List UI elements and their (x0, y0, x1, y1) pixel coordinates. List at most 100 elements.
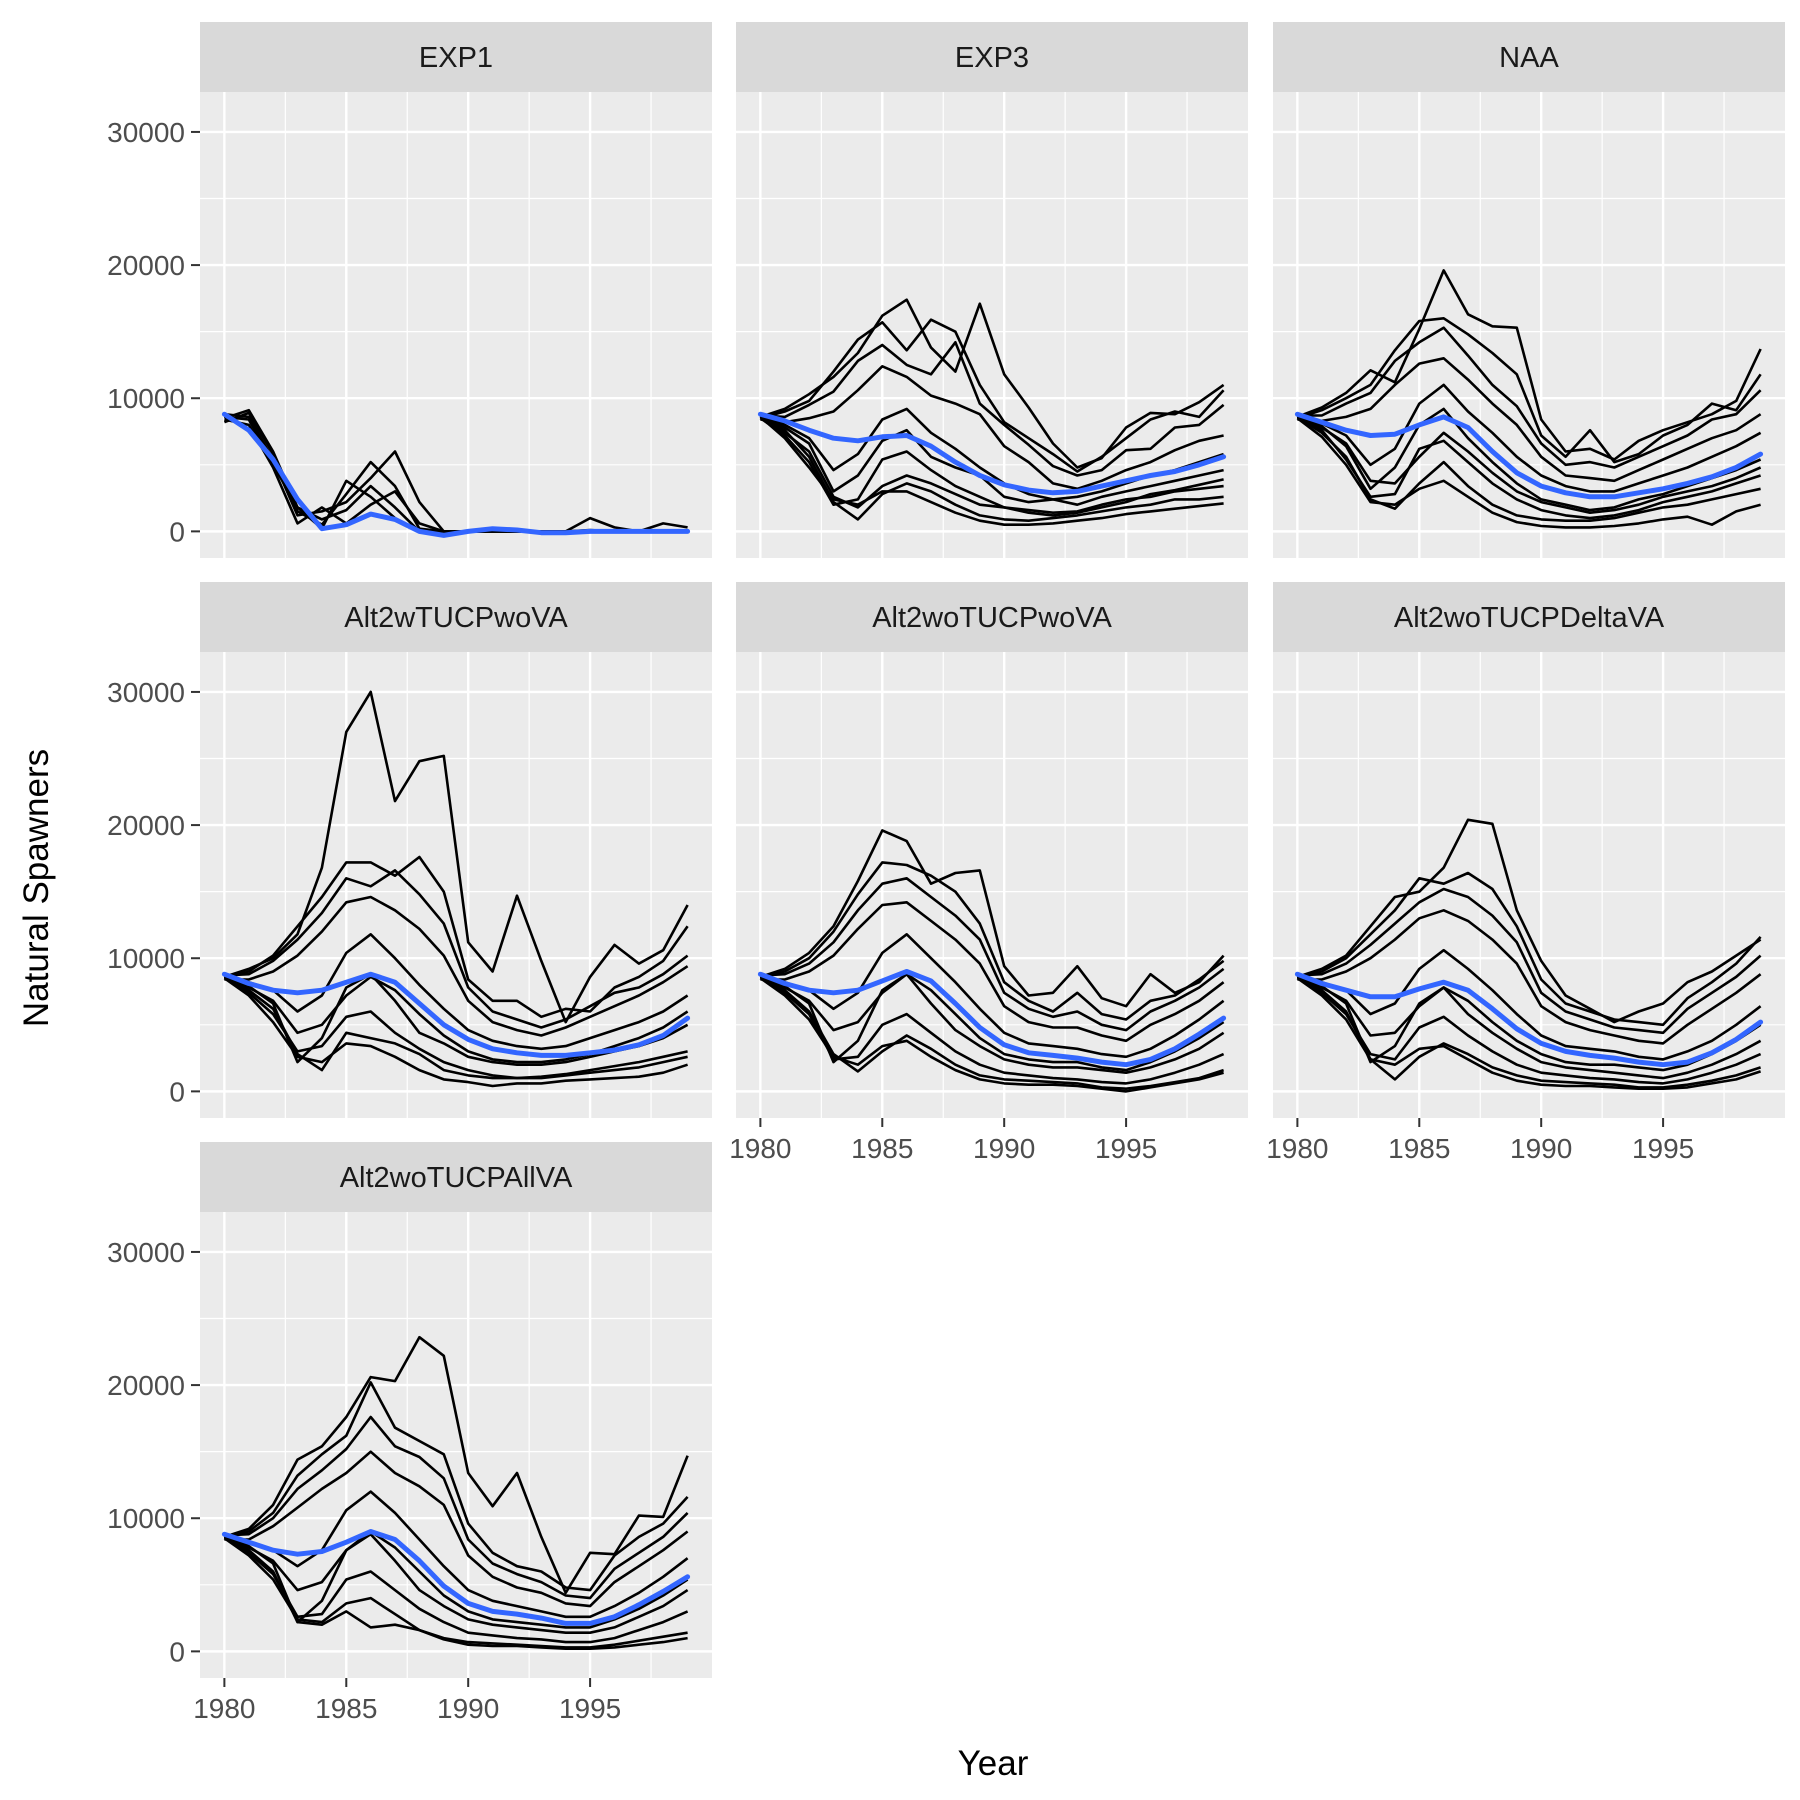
facet-panel: Alt2wTUCPwoVA 0 10000 20000 30000 (107, 582, 712, 1118)
simulation-trace (1296, 977, 1762, 1090)
y-tick-label: 10000 (107, 1503, 185, 1534)
simulation-trace (223, 1530, 689, 1629)
trace-group (221, 690, 691, 1088)
trace-group (1294, 818, 1764, 1090)
y-axis-title: Natural Spawners (17, 749, 56, 1027)
smooth-trend-line (757, 969, 1227, 1068)
y-tick-label: 0 (169, 1636, 185, 1667)
smooth-trend-line (221, 1529, 691, 1626)
simulation-trace (1296, 269, 1762, 461)
simulation-trace (224, 895, 689, 1037)
facet-strip (736, 22, 1248, 92)
simulation-trace (1296, 974, 1762, 1085)
simulation-trace (1297, 909, 1762, 1045)
simulation-trace (223, 1335, 689, 1595)
simulation-trace (223, 974, 688, 1080)
simulation-trace (759, 972, 1225, 1072)
trace-group (757, 298, 1227, 526)
simulation-trace (760, 861, 1225, 1021)
simulation-trace (759, 298, 1225, 469)
smooth-trend-line (1294, 971, 1764, 1068)
simulation-trace (1296, 407, 1762, 512)
simulation-trace (1296, 383, 1762, 493)
x-tick-label: 1985 (315, 1693, 377, 1724)
trace-group (757, 829, 1227, 1093)
simulation-trace (224, 855, 689, 1019)
smooth-trend-line (221, 411, 691, 538)
y-tick-label: 20000 (107, 1370, 185, 1401)
simulation-trace (224, 1381, 689, 1592)
simulation-trace (223, 1535, 688, 1649)
facet-panel: EXP1 0 10000 20000 30000 (107, 22, 712, 558)
simulation-trace (759, 829, 1225, 1008)
facet-panel: Alt2woTUCPAllVA 0 10000 20000 30000 1980 1985 1… (107, 1142, 712, 1724)
simulation-trace (759, 417, 1224, 517)
simulation-trace (1296, 975, 1762, 1089)
trace-group (221, 1335, 691, 1650)
x-tick-label: 1995 (1095, 1133, 1157, 1164)
simulation-trace (759, 933, 1225, 1059)
y-tick-label: 10000 (107, 943, 185, 974)
simulation-trace (760, 318, 1225, 473)
simulation-trace (224, 869, 689, 1029)
smooth-trend-line (1294, 411, 1764, 500)
simulation-trace (760, 901, 1225, 1043)
facet-strip (200, 22, 712, 92)
facet-strip (200, 1142, 712, 1212)
simulation-trace (1297, 871, 1762, 1027)
simulation-trace (759, 413, 1224, 506)
facet-panel: Alt2woTUCPwoVA 1980 1985 1990 1995 (729, 582, 1248, 1164)
facet-strip (736, 582, 1248, 652)
simulation-trace (1296, 414, 1762, 520)
y-tick-label: 20000 (107, 250, 185, 281)
simulation-trace (1296, 948, 1762, 1061)
facet-strip-label: Alt2woTUCPwoVA (872, 602, 1112, 634)
simulation-trace (1296, 317, 1762, 464)
simulation-trace (223, 1490, 689, 1619)
x-tick-label: 1990 (1510, 1133, 1572, 1164)
y-tick-label: 20000 (107, 810, 185, 841)
facet-strip-label: Alt2woTUCPAllVA (340, 1162, 573, 1194)
simulation-trace (760, 877, 1225, 1032)
y-tick-label: 10000 (107, 383, 185, 414)
simulation-trace (223, 1537, 688, 1650)
smooth-trend-line (757, 411, 1227, 496)
y-tick-label: 30000 (107, 1237, 185, 1268)
simulation-trace (224, 1450, 689, 1608)
y-tick-label: 0 (169, 1076, 185, 1107)
panel-background (200, 92, 712, 558)
smooth-trend-line (221, 971, 691, 1058)
x-tick-label: 1985 (1388, 1133, 1450, 1164)
x-tick-label: 1990 (973, 1133, 1035, 1164)
simulation-trace (760, 365, 1224, 491)
simulation-trace (1296, 975, 1762, 1072)
simulation-trace (1296, 415, 1761, 522)
panel-background (736, 92, 1248, 558)
simulation-trace (759, 415, 1224, 514)
facet-panel: Alt2woTUCPDeltaVA 1980 1985 1990 1995 (1266, 582, 1785, 1164)
x-tick-label: 1980 (1266, 1133, 1328, 1164)
facet-strip (200, 582, 712, 652)
facet-strip-label: Alt2woTUCPDeltaVA (1394, 602, 1665, 634)
facet-panels: EXP1 0 10000 20000 30000 EXP3 NAA Alt2wTUCPwoVA… (107, 22, 1785, 1724)
facet-strip-label: EXP3 (955, 42, 1029, 74)
y-tick-label: 30000 (107, 677, 185, 708)
x-tick-label: 1985 (851, 1133, 913, 1164)
facet-strip (1273, 22, 1785, 92)
simulation-trace (223, 1534, 689, 1644)
simulation-trace (1297, 887, 1762, 1035)
facet-strip-label: Alt2wTUCPwoVA (344, 602, 568, 634)
simulation-trace (759, 415, 1224, 526)
facet-strip-label: NAA (1499, 42, 1559, 74)
x-axis-title: Year (958, 1744, 1029, 1783)
facet-strip-label: EXP1 (419, 42, 493, 74)
simulation-trace (224, 1415, 689, 1600)
simulation-trace (1297, 326, 1762, 469)
x-tick-label: 1995 (1632, 1133, 1694, 1164)
trace-group (221, 408, 691, 538)
simulation-trace (759, 977, 1224, 1093)
simulation-trace (1296, 417, 1761, 529)
simulation-trace (223, 977, 689, 1088)
simulation-trace (223, 933, 689, 1051)
